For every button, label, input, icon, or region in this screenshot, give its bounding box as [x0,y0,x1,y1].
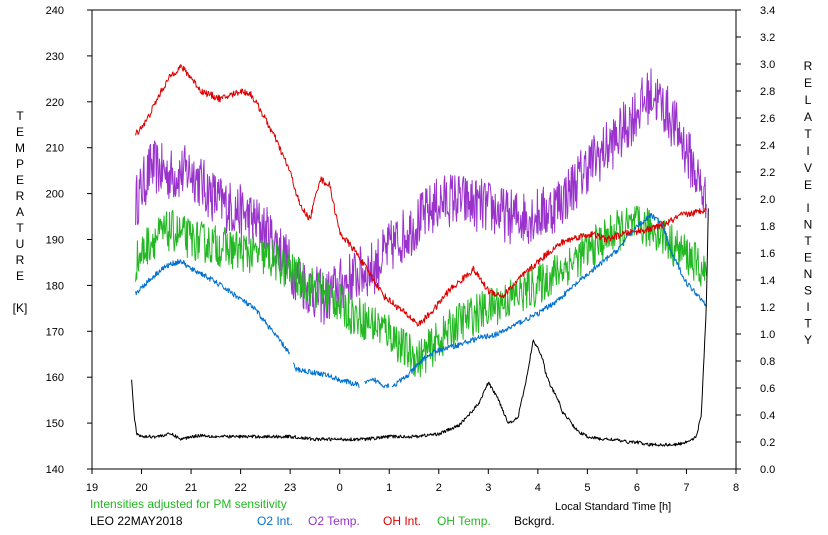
x-tick-label: 5 [584,482,590,494]
right-label-letter: A [804,110,812,124]
x-tick-label: 1 [386,482,392,494]
right-tick-label: 0.0 [760,464,775,476]
series-line [135,212,707,389]
series-line [135,68,707,325]
left-label-letter: U [16,237,25,251]
x-tick-label: 6 [634,482,640,494]
x-tick-label: 21 [185,482,197,494]
series-line [135,64,707,327]
left-tick-label: 240 [46,5,64,17]
left-label-letter: R [16,253,25,267]
station-label: LEO 22MAY2018 [90,514,183,528]
right-tick-label: 0.6 [760,383,775,395]
left-tick-label: 140 [46,464,64,476]
x-tick-label: 8 [733,482,739,494]
right-label-letter: N [804,267,813,281]
right-tick-label: 1.6 [760,248,775,260]
right-label-letter: V [804,161,812,175]
right-label-letter: S [804,284,812,298]
right-tick-label: 1.0 [760,329,775,341]
left-label-letter: A [16,205,24,219]
right-tick-label: 0.2 [760,437,775,449]
right-label-letter: I [806,201,809,215]
right-tick-label: 1.4 [760,275,775,287]
left-label-letter: M [15,141,25,155]
right-tick-label: 0.4 [760,410,775,422]
x-tick-label: 19 [86,482,98,494]
right-tick-label: 3.0 [760,59,775,71]
left-label-letter: E [16,269,24,283]
x-tick-label: 2 [436,482,442,494]
x-tick-label: 0 [337,482,343,494]
right-tick-label: 3.4 [760,5,775,17]
left-tick-label: 190 [46,235,64,247]
right-label-letter: Y [804,333,812,347]
x-tick-label: 22 [234,482,246,494]
x-tick-label: 3 [485,482,491,494]
right-tick-label: 1.2 [760,302,775,314]
x-tick-label: 23 [284,482,296,494]
right-label-letter: I [806,300,809,314]
right-label-letter: E [804,251,812,265]
right-label-letter: T [804,127,812,141]
right-tick-label: 0.8 [760,356,775,368]
right-label-letter: L [805,93,812,107]
left-label-letter: T [16,109,24,123]
left-axis-unit: [K] [13,301,28,315]
left-tick-label: 230 [46,51,64,63]
legend-entry: OH Temp. [437,514,491,528]
legend: O2 Int. O2 Temp. OH Int. OH Temp. Bckgrd. [257,514,555,528]
series-layer [131,64,709,447]
left-label-letter: T [16,221,24,235]
right-tick-label: 3.2 [760,32,775,44]
left-tick-label: 160 [46,372,64,384]
left-tick-label: 200 [46,189,64,201]
right-tick-label: 2.4 [760,140,775,152]
x-tick-label: 20 [135,482,147,494]
left-label-letter: E [16,173,24,187]
x-tick-label: 7 [683,482,689,494]
left-tick-label: 170 [46,326,64,338]
right-tick-label: 1.8 [760,221,775,233]
right-tick-label: 2.6 [760,113,775,125]
left-tick-label: 220 [46,97,64,109]
right-label-letter: N [804,218,813,232]
right-label-letter: E [804,178,812,192]
legend-entry: Bckgrd. [514,514,555,528]
legend-entry: O2 Int. [257,514,293,528]
series-line [131,208,709,447]
left-label-letter: E [16,125,24,139]
legend-entry: O2 Temp. [308,514,360,528]
right-label-letter: I [806,144,809,158]
right-label-letter: T [804,317,812,331]
left-tick-label: 210 [46,143,64,155]
left-tick-label: 150 [46,418,64,430]
x-tick-label: 4 [535,482,541,494]
left-label-letter: R [16,189,25,203]
axis-layer: 19 20 21 22 23 0 1 2 3 4 5 6 7 8140150160170180190200… [46,5,776,494]
right-tick-label: 2.0 [760,194,775,206]
right-label-letter: R [804,59,813,73]
left-label-letter: P [16,157,24,171]
legend-entry: OH Int. [383,514,421,528]
left-tick-label: 180 [46,280,64,292]
series-line [135,205,707,378]
right-tick-label: 2.8 [760,86,775,98]
x-axis-label: Local Standard Time [h] [555,501,671,513]
right-label-letter: E [804,76,812,90]
right-label-letter: T [804,234,812,248]
note-text: Intensities adjusted for PM sensitivity [90,497,287,511]
right-tick-label: 2.2 [760,167,775,179]
